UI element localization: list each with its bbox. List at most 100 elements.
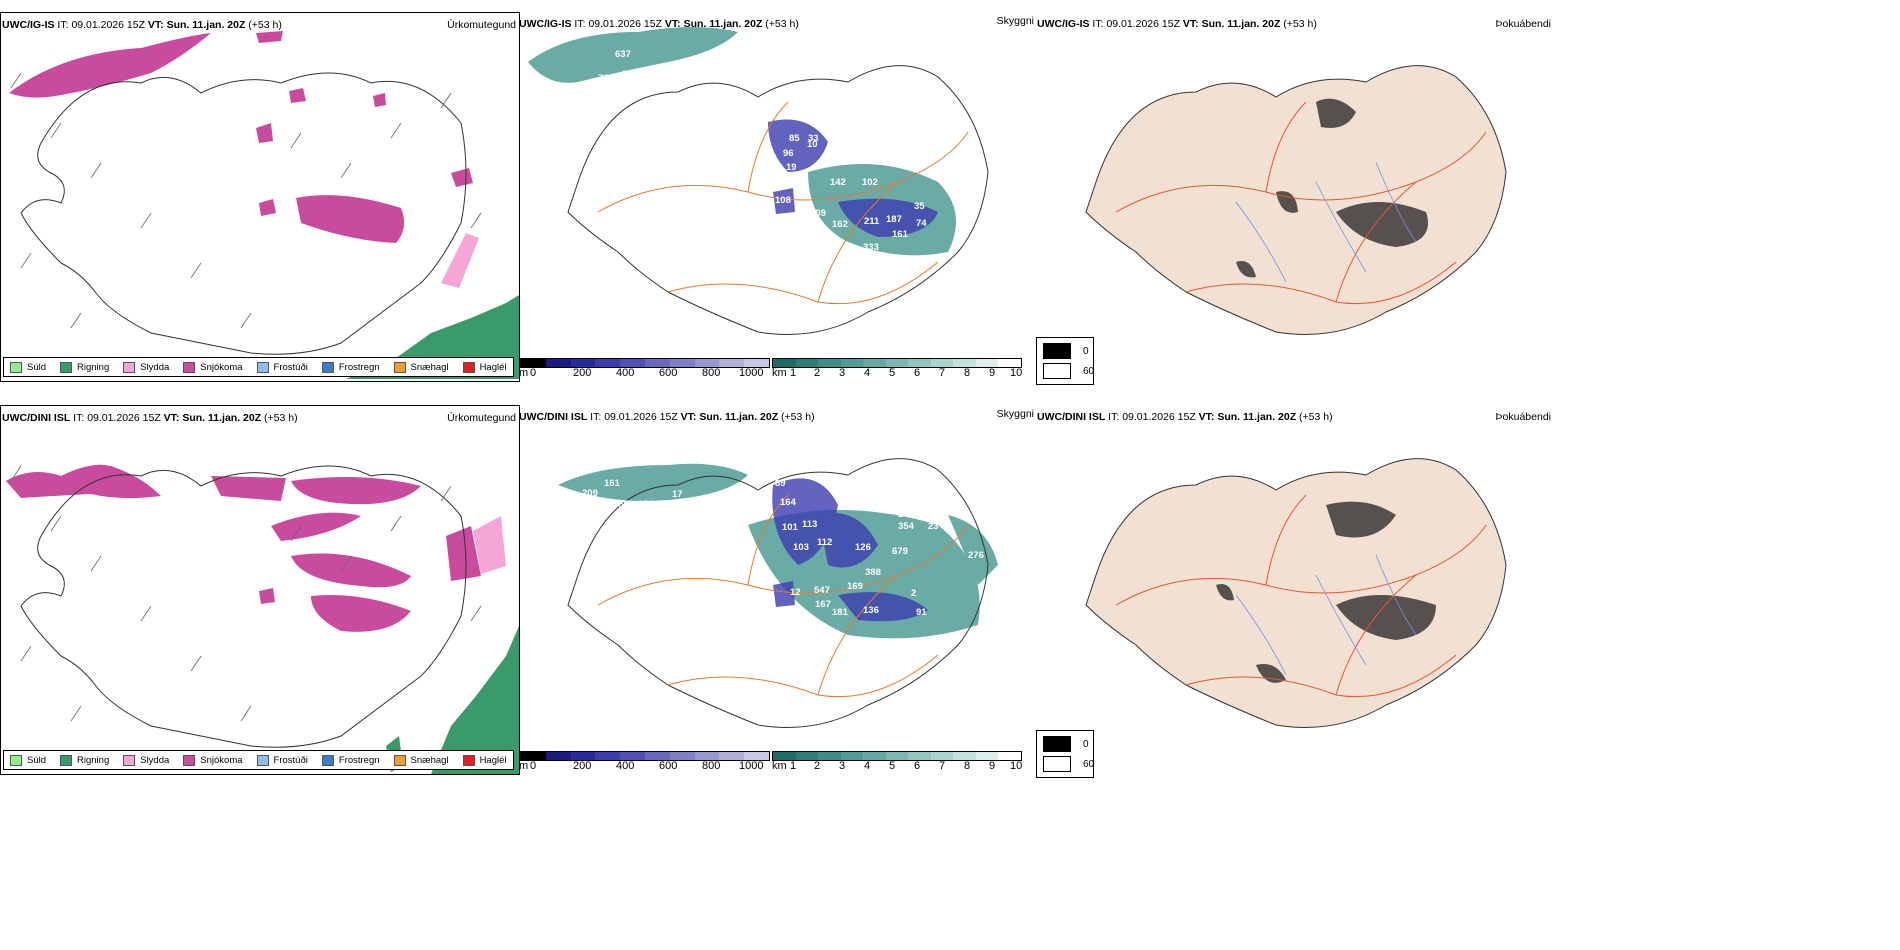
height-tick: 400 xyxy=(616,760,635,772)
height-tick: 400 xyxy=(616,367,635,379)
visibility-label: 276 xyxy=(968,550,984,561)
visibility-tick: 7 xyxy=(939,367,946,379)
fog-map-bottom xyxy=(1085,458,1507,728)
legend-item: 0 xyxy=(1043,736,1089,752)
visibility-label: 35 xyxy=(914,201,925,212)
visibility-label: 354 xyxy=(898,521,914,532)
panel-title: UWC/DINI ISL IT: 09.01.2026 15Z VT: Sun.… xyxy=(1037,411,1333,423)
visibility-label: 242 xyxy=(898,509,914,520)
visibility-label: 876 xyxy=(638,499,654,510)
visibility-tick: 7 xyxy=(939,760,946,772)
visibility-label: 237 xyxy=(639,69,655,80)
visibility-label: 218 xyxy=(622,69,638,80)
legend-item: Slydda xyxy=(123,754,169,766)
visibility-panel-bottom: 161 209 159 876 209 17 89 164 54 188 997… xyxy=(518,405,1036,773)
visibility-unit: km xyxy=(772,367,787,379)
visibility-label: 142 xyxy=(830,177,846,188)
visibility-label: 91 xyxy=(916,607,927,618)
panel-title: UWC/IG-IS IT: 09.01.2026 15Z VT: Sun. 11… xyxy=(519,18,799,30)
iceland-outline xyxy=(567,458,989,728)
height-unit: m xyxy=(519,760,529,772)
visibility-tick: 8 xyxy=(964,367,971,379)
visibility-tick: 5 xyxy=(889,367,896,379)
visibility-tick: 1 xyxy=(790,367,797,379)
visibility-label: 209 xyxy=(582,488,598,499)
visibility-label: 85 xyxy=(789,133,800,144)
visibility-map-top xyxy=(528,27,989,335)
legend-item: Rigning xyxy=(60,361,109,373)
visibility-label: 19 xyxy=(786,162,797,173)
visibility-label: 89 xyxy=(775,478,786,489)
visibility-label: 101 xyxy=(782,522,798,533)
visibility-label: 112 xyxy=(817,537,833,548)
legend-item: 60 xyxy=(1043,756,1094,772)
road-network xyxy=(597,494,969,698)
visibility-map-bottom xyxy=(558,458,998,728)
height-tick: 1000 xyxy=(739,367,764,379)
visibility-label: 169 xyxy=(847,581,863,592)
visibility-label: 637 xyxy=(615,49,631,60)
iceland-land xyxy=(1085,458,1507,728)
iceland-outline xyxy=(20,465,467,748)
visibility-label: 164 xyxy=(780,497,796,508)
product-title-precip: Úrkomutegund xyxy=(447,412,516,424)
visibility-label: 769 xyxy=(598,73,614,84)
fog-panel-top: UWC/IG-IS IT: 09.01.2026 15Z VT: Sun. 11… xyxy=(1036,12,1554,385)
legend-item: Súld xyxy=(10,754,46,766)
visibility-tick: 10 xyxy=(1010,760,1023,772)
visibility-label: 187 xyxy=(886,214,902,225)
height-tick: 200 xyxy=(573,760,592,772)
product-title-fog: Þokuábendi xyxy=(1495,18,1551,30)
visibility-tick: 3 xyxy=(839,367,846,379)
product-title-fog: Þokuábendi xyxy=(1495,411,1551,423)
visibility-tick: 1 xyxy=(790,760,797,772)
iceland-outline xyxy=(20,72,467,355)
low-cloud-area xyxy=(772,478,928,622)
height-tick: 0 xyxy=(530,367,537,379)
legend-item: 0 xyxy=(1043,343,1089,359)
visibility-label: 74 xyxy=(916,218,927,229)
legend-item: Snjókoma xyxy=(183,754,243,766)
product-title-visibility: Skyggni xyxy=(996,408,1034,420)
precip-type-panel-top: UWC/IG-IS IT: 09.01.2026 15Z VT: Sun. 11… xyxy=(0,12,520,382)
visibility-colorbar xyxy=(772,358,1022,368)
height-tick: 800 xyxy=(702,760,721,772)
fog-map-top xyxy=(1085,65,1507,335)
visibility-panel-top: 637 769 218 237 93 78 85 33 96 10 195 19… xyxy=(518,12,1036,380)
height-tick: 200 xyxy=(573,367,592,379)
sleet-area xyxy=(441,233,479,288)
product-title-visibility: Skyggni xyxy=(996,15,1034,27)
visibility-label: 2 xyxy=(911,588,917,599)
precip-type-map-top xyxy=(9,31,519,379)
visibility-label: 78 xyxy=(893,107,904,118)
legend-item: Haglél xyxy=(462,754,507,766)
visibility-tick: 10 xyxy=(1010,367,1023,379)
height-tick: 600 xyxy=(659,367,678,379)
road-network xyxy=(1115,494,1487,698)
visibility-label: 96 xyxy=(783,148,794,159)
panel-title: UWC/DINI ISL IT: 09.01.2026 15Z VT: Sun.… xyxy=(519,411,815,423)
river-network xyxy=(1235,161,1417,283)
visibility-label: 181 xyxy=(832,607,848,618)
snow-area xyxy=(9,31,473,243)
visibility-label: 209 xyxy=(810,208,826,219)
fog-area xyxy=(1236,98,1428,278)
panel-title: UWC/DINI ISL IT: 09.01.2026 15Z VT: Sun.… xyxy=(2,412,298,424)
visibility-label: 136 xyxy=(863,605,879,616)
fog-legend: 0 60 xyxy=(1036,730,1094,778)
visibility-tick: 9 xyxy=(989,367,996,379)
wind-barbs xyxy=(10,72,482,329)
precip-type-map-bottom xyxy=(6,464,519,774)
height-unit: m xyxy=(519,367,529,379)
legend-item: Rigning xyxy=(60,754,109,766)
panel-title: UWC/IG-IS IT: 09.01.2026 15Z VT: Sun. 11… xyxy=(1037,18,1317,30)
visibility-label: 679 xyxy=(892,546,908,557)
visibility-label: 23 xyxy=(928,521,939,532)
river-network xyxy=(1235,554,1417,676)
visibility-label: 195 xyxy=(855,132,871,143)
precip-type-panel-bottom: UWC/DINI ISL IT: 09.01.2026 15Z VT: Sun.… xyxy=(0,405,520,775)
visibility-label: 108 xyxy=(775,195,791,206)
visibility-label: 93 xyxy=(827,94,838,105)
visibility-label: 997 xyxy=(926,488,942,499)
visibility-tick: 3 xyxy=(839,760,846,772)
